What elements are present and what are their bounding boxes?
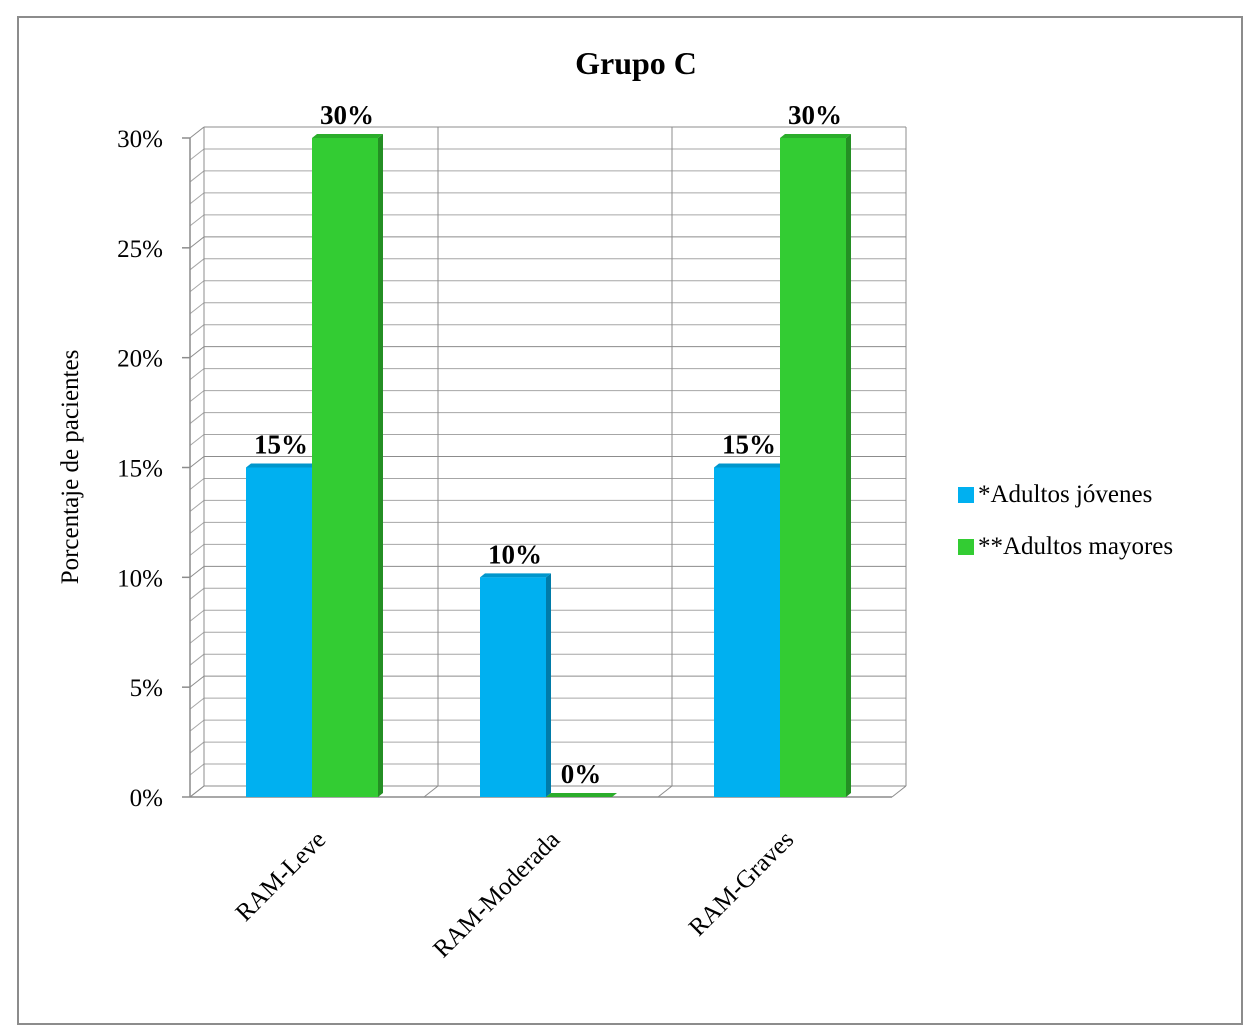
- gridline-side: [189, 478, 205, 490]
- bar-top: [480, 573, 551, 578]
- y-tick-label: 5%: [130, 675, 163, 702]
- gridline-side: [189, 587, 205, 600]
- gridline-side: [189, 741, 205, 754]
- data-labels: 15% 30% 10% 0% 15% 30%: [254, 100, 842, 789]
- bar-front: [246, 467, 312, 797]
- bar-adultos-mayores: [546, 793, 617, 797]
- gridline-side: [189, 609, 205, 622]
- gridline-side: [189, 280, 205, 293]
- bar-adultos-mayores: [312, 134, 383, 797]
- gridline-side: [189, 236, 205, 249]
- gridline-side: [189, 412, 205, 424]
- data-label: 30%: [788, 100, 842, 130]
- bar-adultos-jovenes: [246, 463, 317, 797]
- gridline-side: [189, 126, 205, 139]
- y-tick-label: 10%: [117, 565, 163, 592]
- floor-line: [423, 785, 439, 798]
- bar-top: [780, 134, 851, 138]
- chart-title: Grupo C: [575, 45, 697, 81]
- gridline-side: [189, 324, 205, 337]
- gridline-side: [189, 302, 205, 315]
- bar-front: [780, 138, 846, 797]
- gridline-side: [189, 763, 205, 776]
- gridline-side: [189, 170, 205, 183]
- bar-top: [246, 463, 317, 468]
- floor-line: [657, 785, 673, 798]
- gridline-side: [189, 434, 205, 446]
- bar-top: [714, 463, 785, 468]
- gridline-side: [189, 675, 205, 688]
- bar-front: [714, 467, 780, 797]
- bar-top: [312, 134, 383, 138]
- x-tick-label: RAM-Graves: [684, 826, 799, 941]
- bar-side: [546, 573, 551, 797]
- x-tick-label: RAM-Moderada: [428, 826, 565, 963]
- gridline-side: [189, 500, 205, 512]
- bar-top: [546, 793, 617, 797]
- gridline-side: [189, 631, 205, 644]
- data-label: 0%: [561, 759, 602, 789]
- gridline-side: [189, 368, 205, 381]
- y-axis-label: Porcentaje de pacientes: [57, 350, 84, 585]
- data-label: 15%: [722, 430, 776, 460]
- chart-frame: [17, 16, 1243, 1025]
- y-tick-label: 0%: [130, 785, 163, 812]
- gridline-side: [189, 192, 205, 205]
- x-tick-labels: RAM-Leve RAM-Moderada RAM-Graves: [231, 826, 800, 963]
- gridline-side: [189, 214, 205, 227]
- gridline-side: [189, 522, 205, 534]
- bar-front: [480, 577, 546, 797]
- bar-adultos-jovenes: [714, 463, 785, 797]
- gridline-side: [189, 390, 205, 402]
- bar-adultos-jovenes: [480, 573, 551, 797]
- gridline-side: [189, 719, 205, 732]
- gridline-side: [189, 148, 205, 161]
- gridline-side: [189, 565, 205, 578]
- gridline-side: [189, 653, 205, 666]
- legend-swatch: [958, 487, 974, 503]
- bar-side: [378, 134, 383, 797]
- data-label: 30%: [320, 100, 374, 130]
- gridline-side: [189, 543, 205, 556]
- bars: [246, 134, 851, 797]
- gridline-side: [189, 346, 205, 359]
- x-tick-label: RAM-Leve: [231, 826, 332, 927]
- y-tick-label: 20%: [117, 346, 163, 373]
- y-tick-label: 30%: [117, 126, 163, 153]
- legend-swatch: [958, 539, 974, 555]
- legend-label: *Adultos jóvenes: [978, 481, 1152, 508]
- y-tick-labels: 0% 5% 10% 15% 20% 25% 30%: [117, 126, 163, 812]
- y-tick-label: 25%: [117, 236, 163, 263]
- gridline-side: [189, 697, 205, 710]
- data-label: 10%: [488, 539, 542, 569]
- data-label: 15%: [254, 430, 308, 460]
- gridline-side: [189, 258, 205, 271]
- bar-side: [846, 134, 851, 797]
- y-tick-label: 15%: [117, 456, 163, 483]
- legend: *Adultos jóvenes **Adultos mayores: [958, 481, 1173, 560]
- floor-line: [891, 785, 907, 798]
- bar-adultos-mayores: [780, 134, 851, 797]
- floor-line: [189, 785, 205, 798]
- legend-label: **Adultos mayores: [978, 533, 1173, 560]
- gridline-side: [189, 456, 205, 468]
- bar-front: [312, 138, 378, 797]
